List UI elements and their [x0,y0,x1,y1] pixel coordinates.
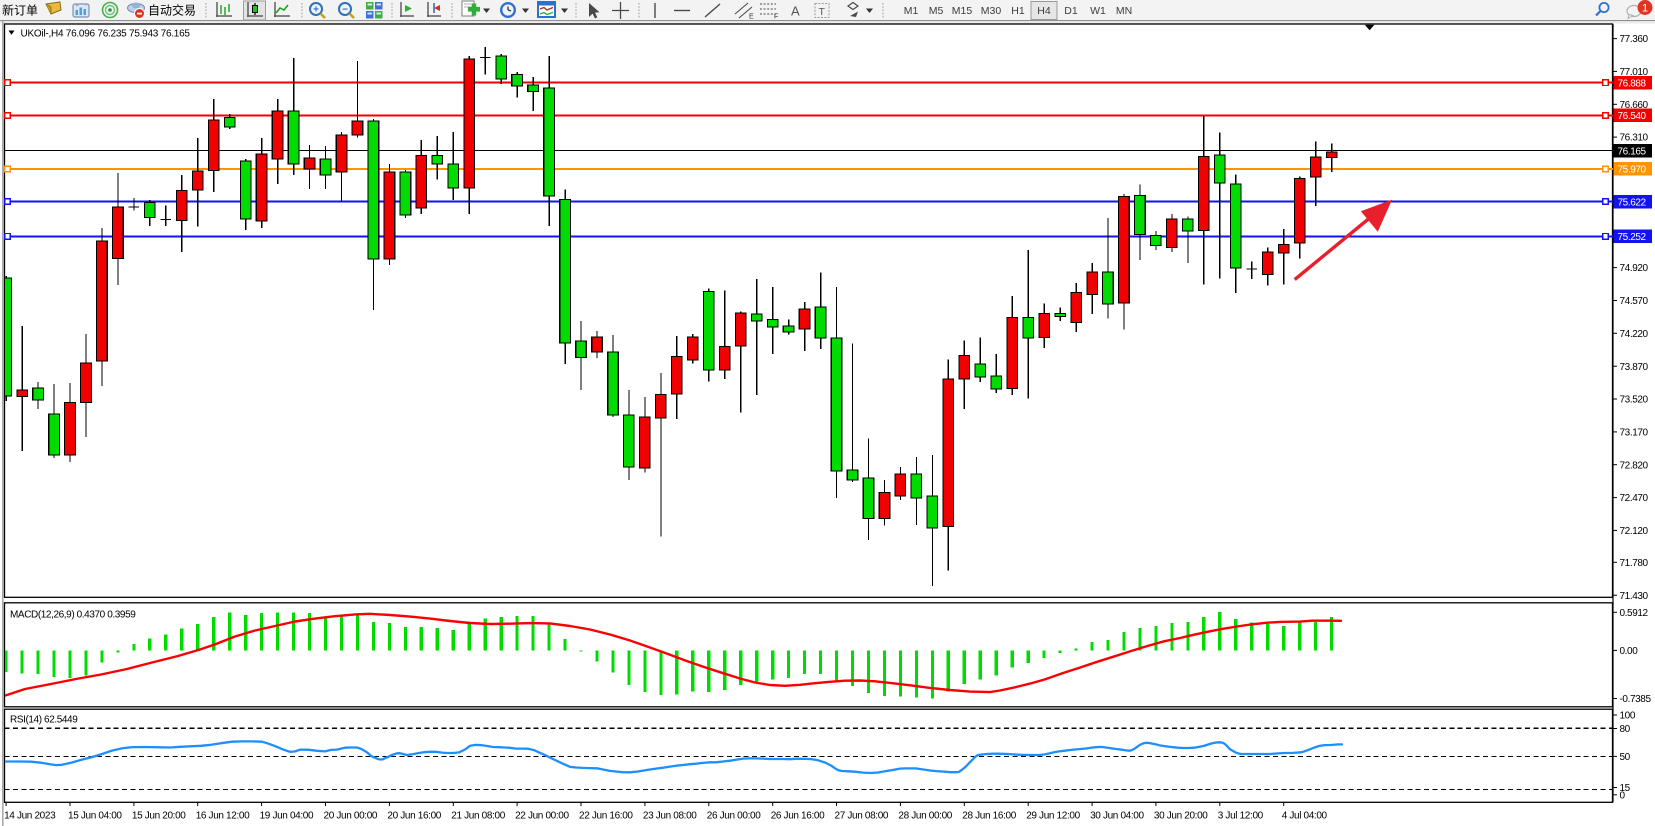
svg-text:71.780: 71.780 [1620,558,1649,569]
svg-text:76.310: 76.310 [1620,133,1649,144]
svg-text:RSI(14) 62.5449: RSI(14) 62.5449 [10,714,78,725]
svg-text:73.870: 73.870 [1620,362,1649,373]
svg-text:22 Jun 16:00: 22 Jun 16:00 [579,811,633,822]
svg-text:73.170: 73.170 [1620,428,1649,439]
svg-text:15 Jun 04:00: 15 Jun 04:00 [68,811,122,822]
svg-text:77.010: 77.010 [1620,67,1649,78]
svg-text:M5: M5 [929,5,944,17]
svg-text:UKOil-,H4 76.096 76.235 75.94: UKOil-,H4 76.096 76.235 75.943 76.165 [21,28,191,39]
svg-text:30 Jun 04:00: 30 Jun 04:00 [1090,811,1144,822]
svg-text:A: A [791,4,800,19]
svg-text:19 Jun 04:00: 19 Jun 04:00 [260,811,314,822]
svg-text:W1: W1 [1090,5,1106,17]
svg-text:74.570: 74.570 [1620,296,1649,307]
svg-text:1: 1 [1642,3,1648,15]
svg-text:30 Jun 20:00: 30 Jun 20:00 [1154,811,1208,822]
svg-text:100: 100 [1620,711,1636,722]
svg-text:73.520: 73.520 [1620,395,1649,406]
svg-text:72.470: 72.470 [1620,493,1649,504]
svg-text:15: 15 [1620,783,1631,794]
svg-text:MN: MN [1116,5,1132,17]
svg-text:M1: M1 [904,5,919,17]
svg-text:21 Jun 08:00: 21 Jun 08:00 [451,811,505,822]
svg-text:M15: M15 [952,5,973,17]
svg-text:27 Jun 08:00: 27 Jun 08:00 [835,811,889,822]
svg-text:22 Jun 00:00: 22 Jun 00:00 [515,811,569,822]
svg-text:16 Jun 12:00: 16 Jun 12:00 [196,811,250,822]
svg-text:20 Jun 16:00: 20 Jun 16:00 [387,811,441,822]
svg-text:75.622: 75.622 [1618,197,1647,208]
svg-text:0: 0 [1620,790,1626,801]
svg-text:-0.7385: -0.7385 [1620,694,1652,705]
svg-text:80: 80 [1620,724,1631,735]
svg-text:76.660: 76.660 [1620,100,1649,111]
svg-text:+: + [313,5,319,16]
svg-text:75.970: 75.970 [1618,165,1647,176]
svg-text:3 Jul 12:00: 3 Jul 12:00 [1218,811,1264,822]
svg-text:T: T [819,6,826,18]
svg-text:M30: M30 [981,5,1002,17]
svg-text:E: E [749,14,754,21]
svg-text:29 Jun 12:00: 29 Jun 12:00 [1026,811,1080,822]
svg-text:H4: H4 [1037,5,1051,17]
svg-text:28 Jun 00:00: 28 Jun 00:00 [898,811,952,822]
svg-text:72.120: 72.120 [1620,526,1649,537]
svg-text:77.360: 77.360 [1620,34,1649,45]
svg-text:28 Jun 16:00: 28 Jun 16:00 [962,811,1016,822]
svg-text:D1: D1 [1064,5,1078,17]
svg-text:4 Jul 04:00: 4 Jul 04:00 [1282,811,1328,822]
svg-text:自动交易: 自动交易 [148,3,196,18]
svg-text:74.220: 74.220 [1620,329,1649,340]
svg-text:新订单: 新订单 [2,3,38,18]
svg-text:50: 50 [1620,752,1631,763]
svg-text:76.165: 76.165 [1618,147,1647,158]
svg-text:26 Jun 16:00: 26 Jun 16:00 [771,811,825,822]
svg-text:0.5912: 0.5912 [1620,608,1649,619]
svg-text:72.820: 72.820 [1620,460,1649,471]
svg-text:75.252: 75.252 [1618,232,1647,243]
svg-text:71.430: 71.430 [1620,591,1649,602]
svg-text:20 Jun 00:00: 20 Jun 00:00 [324,811,378,822]
svg-text:23 Jun 08:00: 23 Jun 08:00 [643,811,697,822]
svg-text:74.920: 74.920 [1620,263,1649,274]
svg-text:76.540: 76.540 [1618,111,1647,122]
svg-text:MACD(12,26,9) 0.4370 0.3959: MACD(12,26,9) 0.4370 0.3959 [10,609,136,620]
svg-text:−: − [342,5,348,16]
svg-text:76.888: 76.888 [1618,79,1647,90]
svg-text:0.00: 0.00 [1620,646,1639,657]
svg-text:F: F [774,14,778,21]
svg-text:H1: H1 [1011,5,1025,17]
svg-text:15 Jun 20:00: 15 Jun 20:00 [132,811,186,822]
svg-text:26 Jun 00:00: 26 Jun 00:00 [707,811,761,822]
svg-text:14 Jun 2023: 14 Jun 2023 [4,811,56,822]
